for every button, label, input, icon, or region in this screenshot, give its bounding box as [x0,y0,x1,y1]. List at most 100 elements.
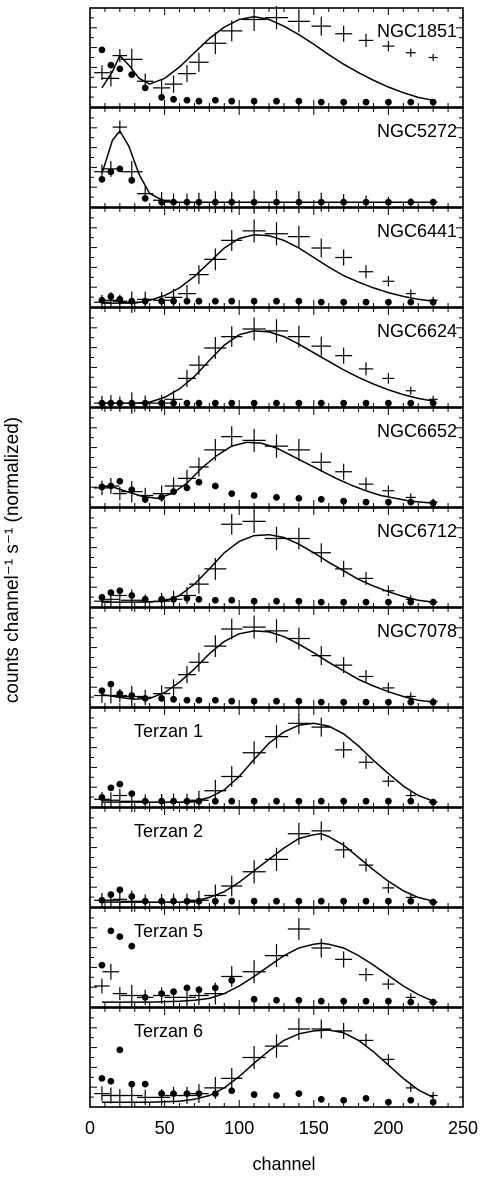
data-point [358,1033,374,1047]
panel: Terzan 5 [89,907,464,1008]
data-point [242,860,266,884]
background-point [340,1096,348,1104]
panel-label: Terzan 6 [134,1021,203,1041]
panel-label: NGC1851 [377,21,457,41]
model-curve [101,330,434,404]
data-point [405,791,416,800]
y-axis-label: counts channel⁻¹ s⁻¹ (normalized) [2,417,23,703]
data-point [112,987,128,1001]
background-point [407,1096,415,1104]
model-curve [101,533,434,603]
data-point [335,25,353,42]
background-point [273,297,280,305]
data-point [178,586,196,605]
data-point [94,791,110,807]
background-point [362,598,370,606]
panel-label: Terzan 5 [134,921,203,941]
data-point [287,527,310,550]
data-point [189,1084,209,1104]
data-point [358,858,374,872]
data-point [102,70,120,87]
data-point [204,635,227,658]
data-point [189,265,209,285]
data-point [311,238,332,258]
background-point [385,399,392,407]
data-point [335,951,353,968]
background-point [295,494,303,502]
data-point [189,355,209,375]
panel: NGC6712 [89,507,464,611]
background-point [295,597,303,605]
background-point [317,298,325,306]
x-tick-label: 250 [448,1118,478,1138]
background-point [211,482,219,490]
data-point [242,219,266,243]
panel-ticks [90,208,463,307]
background-point [141,1080,149,1088]
data-point [264,319,289,343]
data-point [311,1019,332,1039]
background-point [250,797,258,805]
data-point [137,989,154,1006]
background-point [273,494,280,501]
background-point [195,478,203,486]
data-point [242,960,266,984]
data-point [287,438,310,461]
data-point [428,395,438,403]
background-point [228,490,236,497]
data-point [335,560,353,577]
data-point [137,689,154,706]
data-point [428,198,438,206]
background-point [362,98,370,106]
data-point [112,788,128,803]
data-point [382,882,395,894]
x-tick-label: 200 [373,1118,403,1138]
data-point [112,49,128,63]
data-point [112,892,128,906]
background-point [362,498,370,506]
data-point [264,526,289,551]
data-point [242,428,266,452]
data-point [287,10,310,33]
background-point [250,297,258,305]
data-point [428,1091,438,1100]
background-point [183,96,191,104]
background-point [98,1075,106,1082]
background-point [195,297,203,305]
background-point [429,1098,437,1106]
data-point [405,198,416,207]
data-point [358,362,374,376]
data-point [152,394,171,412]
data-point [242,615,266,639]
data-point [112,588,128,603]
data-point [152,685,171,702]
background-point [107,1077,115,1085]
background-point [407,498,415,506]
background-point [407,98,415,106]
background-point [211,596,219,604]
background-point [295,399,303,407]
background-point [340,497,348,505]
data-point [242,1045,266,1070]
data-point [358,265,374,279]
panel: NGC6624 [89,307,464,414]
data-point [94,1086,110,1101]
panel-label: NGC6624 [377,321,457,341]
data-point [178,65,196,83]
model-curve [101,833,434,903]
data-point [102,792,120,809]
background-point [317,997,325,1005]
background-point [317,495,325,503]
background-point [228,399,236,407]
data-point [189,986,209,1005]
data-point [137,291,154,307]
panel-label: NGC6712 [377,521,457,541]
data-point [405,386,416,395]
data-point [204,884,227,907]
panel-ticks [90,508,463,607]
data-point [264,847,289,872]
background-point [228,97,236,105]
x-tick-label: 100 [224,1118,254,1138]
data-point [221,191,243,213]
data-point [152,1089,171,1106]
